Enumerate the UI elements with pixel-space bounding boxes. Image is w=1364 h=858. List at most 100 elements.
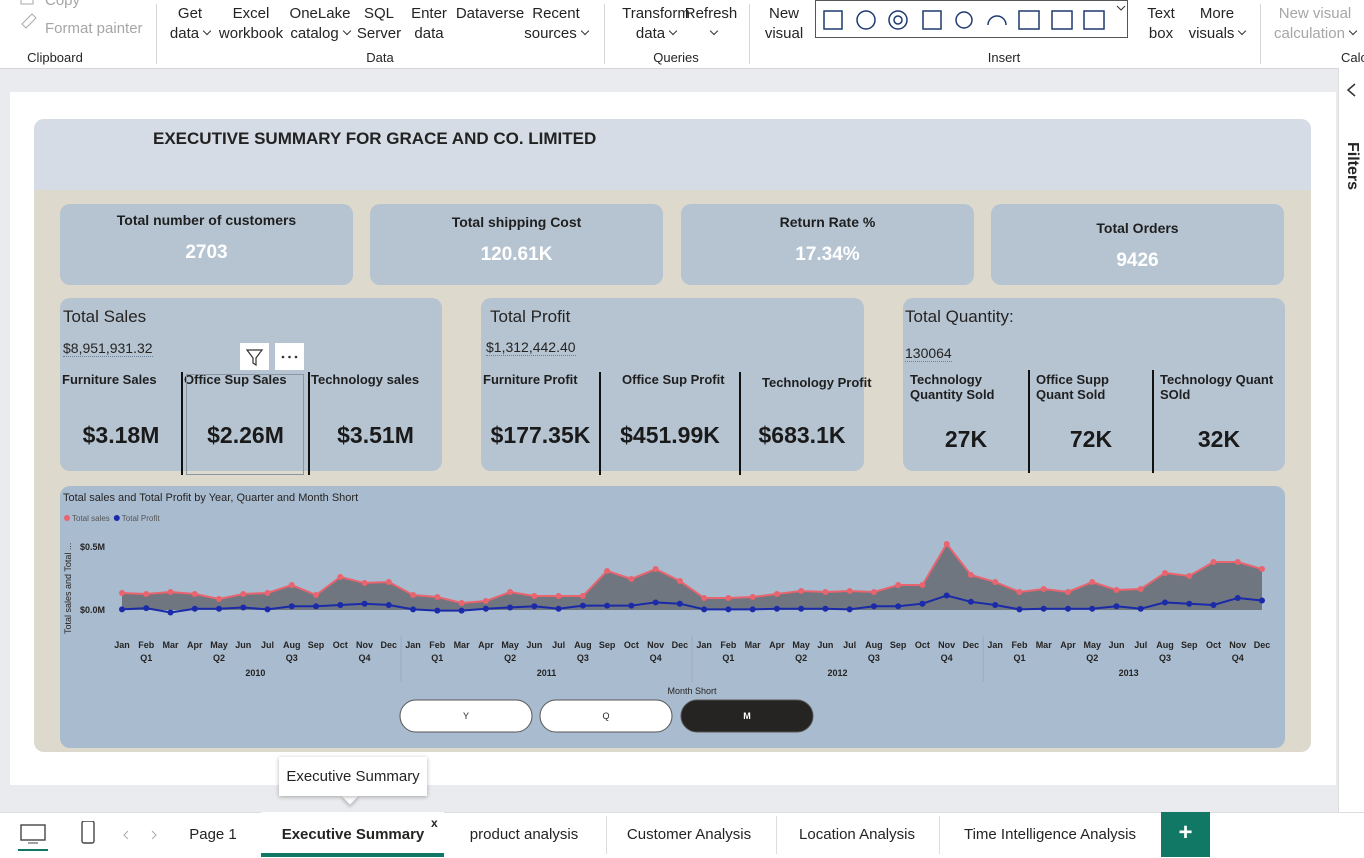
add-page[interactable]: + bbox=[1161, 812, 1210, 857]
point bbox=[1137, 585, 1144, 592]
ribbon-button-label[interactable]: Dataverse bbox=[455, 5, 525, 22]
point bbox=[410, 592, 417, 599]
ribbon-button-label[interactable]: catalog bbox=[260, 24, 380, 44]
ribbon-button-label[interactable]: SQL bbox=[363, 5, 394, 22]
point bbox=[652, 566, 659, 573]
page-tab[interactable]: Executive Summary bbox=[281, 826, 425, 843]
quarter-label: Q4 bbox=[359, 653, 371, 663]
slicer-button[interactable]: Q bbox=[539, 699, 673, 733]
card-total: $8,951,931.32 bbox=[63, 340, 153, 357]
point bbox=[167, 609, 174, 616]
x-tick-label: Nov bbox=[647, 640, 664, 650]
ribbon-button[interactable]: Format painter bbox=[45, 20, 143, 37]
quarter-label: Q4 bbox=[650, 653, 662, 663]
point bbox=[992, 579, 999, 586]
kpi-card: Total shipping Cost 120.61K bbox=[370, 204, 663, 285]
chart-card: Total sales and Total Profit by Year, Qu… bbox=[60, 486, 1285, 748]
ribbon-button-label[interactable]: Server bbox=[356, 25, 402, 42]
ribbon-button-label[interactable]: OneLake bbox=[289, 5, 351, 22]
x-tick-label: Aug bbox=[574, 640, 592, 650]
ribbon-button-label[interactable]: New bbox=[768, 5, 799, 22]
ribbon-button-label[interactable]: calculation bbox=[1255, 24, 1364, 44]
ribbon-button-label[interactable]: More bbox=[1199, 5, 1235, 22]
x-tick-label: Nov bbox=[356, 640, 373, 650]
point bbox=[458, 607, 465, 614]
x-tick-label: Jan bbox=[696, 640, 712, 650]
ribbon-button-label[interactable]: data bbox=[414, 25, 444, 42]
tab-close[interactable]: x bbox=[431, 816, 438, 830]
ribbon-button-label[interactable]: New visual bbox=[1278, 5, 1352, 22]
point bbox=[773, 605, 780, 612]
point bbox=[240, 604, 247, 611]
selected-visual[interactable] bbox=[186, 374, 304, 475]
x-tick-label: Nov bbox=[1229, 640, 1246, 650]
tab-bar bbox=[0, 812, 1364, 858]
ribbon-button-label[interactable]: visuals bbox=[1157, 24, 1277, 44]
ribbon-button-label[interactable]: Text bbox=[1147, 5, 1175, 22]
x-tick-label: Oct bbox=[915, 640, 930, 650]
item-value: 32K bbox=[1197, 426, 1241, 452]
visual-gallery[interactable] bbox=[815, 0, 1128, 38]
kpi-card: Total number of customers 2703 bbox=[60, 204, 353, 285]
page-tab[interactable]: Customer Analysis bbox=[626, 826, 752, 843]
page-tab[interactable]: product analysis bbox=[469, 826, 579, 843]
x-tick-label: Jul bbox=[261, 640, 274, 650]
ribbon-button-label[interactable]: Refresh bbox=[684, 5, 738, 22]
point bbox=[870, 603, 877, 610]
ribbon-button-label[interactable]: Enter bbox=[411, 5, 447, 22]
page-tab[interactable]: Time Intelligence Analysis bbox=[963, 826, 1137, 843]
item-value: $3.18M bbox=[82, 422, 160, 448]
point bbox=[434, 594, 441, 601]
point bbox=[1210, 601, 1217, 608]
column-divider bbox=[1028, 370, 1030, 473]
visual-header[interactable] bbox=[240, 343, 304, 370]
ribbon-button-label[interactable]: sources bbox=[496, 24, 616, 44]
point bbox=[1234, 558, 1241, 565]
active-tab[interactable] bbox=[261, 812, 444, 857]
point bbox=[1089, 605, 1096, 612]
ribbon-button-label[interactable]: Get bbox=[177, 5, 203, 22]
point bbox=[967, 571, 974, 578]
point bbox=[555, 593, 562, 600]
slicer-button[interactable]: M bbox=[680, 699, 814, 733]
point bbox=[482, 598, 489, 605]
title-band bbox=[34, 119, 1311, 190]
card-total: 130064 bbox=[905, 345, 952, 362]
x-tick-label: Mar bbox=[745, 640, 762, 650]
slicer-button[interactable]: Y bbox=[399, 699, 533, 733]
x-tick-label: Mar bbox=[454, 640, 471, 650]
page-tab[interactable]: Location Analysis bbox=[799, 826, 915, 843]
point bbox=[264, 606, 271, 613]
ribbon-button[interactable]: Copy bbox=[45, 0, 81, 9]
filters-pane[interactable]: Filters bbox=[1338, 68, 1364, 812]
item-value: $2.26M bbox=[207, 422, 284, 448]
point bbox=[119, 606, 125, 613]
point bbox=[1040, 585, 1047, 592]
point bbox=[240, 590, 247, 597]
point bbox=[216, 605, 223, 612]
page-tab[interactable]: Page 1 bbox=[189, 826, 237, 843]
ribbon-button-label[interactable]: data bbox=[130, 24, 250, 44]
x-tick-label: Aug bbox=[1156, 640, 1174, 650]
ribbon-button-label[interactable]: Transform bbox=[622, 5, 690, 22]
quarter-label: Q4 bbox=[941, 653, 953, 663]
legend-label: Total Profit bbox=[122, 514, 161, 523]
x-tick-label: Apr bbox=[769, 640, 785, 650]
button-shape bbox=[399, 699, 533, 733]
collapse-icon bbox=[1346, 83, 1356, 97]
column-divider bbox=[599, 372, 601, 475]
point bbox=[579, 602, 586, 609]
x-tick-label: Apr bbox=[187, 640, 203, 650]
ribbon: Clipboard Copy Format painter Data Get data Ex… bbox=[0, 0, 1364, 69]
header-icons[interactable] bbox=[240, 343, 304, 370]
group-label: Insert bbox=[987, 50, 1021, 65]
ribbon-button-label[interactable]: data bbox=[596, 24, 716, 44]
point bbox=[846, 606, 853, 613]
card-title: Total Quantity: bbox=[905, 307, 1014, 326]
line bbox=[121, 594, 1263, 614]
ribbon-button-label[interactable]: Recent bbox=[532, 5, 580, 22]
point bbox=[628, 602, 635, 609]
ribbon-button-label[interactable]: Excel bbox=[232, 5, 270, 22]
ribbon-button-label[interactable]: visual bbox=[764, 25, 804, 42]
point bbox=[1186, 572, 1193, 579]
